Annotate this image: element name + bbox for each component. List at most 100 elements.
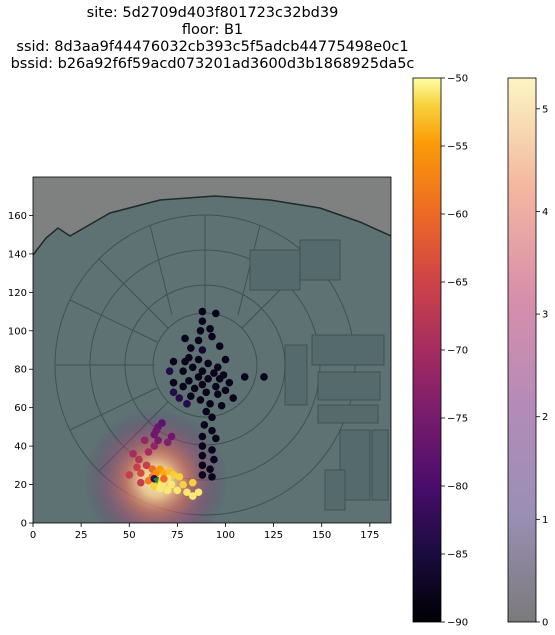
data-point-9 (199, 346, 207, 354)
heatmap-colorbar-ticks: 0 1 2 3 4 5 (536, 104, 548, 628)
data-point-67 (141, 437, 149, 445)
data-point-99 (195, 488, 203, 496)
data-point-91 (179, 481, 187, 489)
rssi-colorbar-ticks: −90 −85 −80 −75 −70 −65 −60 −55 −50 (441, 74, 468, 629)
data-point-71 (145, 448, 153, 456)
rssi-colorbar-tick-label: −50 (447, 74, 468, 85)
data-point-21 (166, 367, 174, 375)
data-point-43 (197, 396, 205, 404)
y-tick-label: 40 (14, 442, 27, 453)
data-point-44 (206, 400, 214, 408)
data-point-55 (199, 452, 207, 460)
data-point-50 (208, 427, 216, 435)
heatmap-colorbar-tick-label: 4 (542, 207, 548, 218)
data-point-1 (212, 310, 220, 318)
data-point-98 (156, 485, 164, 493)
data-point-13 (222, 356, 230, 364)
x-tick-label: 0 (30, 530, 36, 541)
data-point-30 (170, 379, 178, 387)
data-point-33 (179, 383, 187, 391)
data-point-35 (191, 385, 199, 393)
x-axis: 0 25 50 75 100 125 150 175 (30, 523, 380, 541)
y-tick-label: 120 (8, 288, 27, 299)
data-point-70 (129, 450, 137, 458)
heatmap-colorbar-tick-label: 2 (542, 412, 548, 423)
x-tick-label: 75 (171, 530, 184, 541)
data-point-40 (214, 390, 222, 398)
y-tick-label: 80 (14, 365, 27, 376)
data-point-36 (222, 387, 230, 395)
x-tick-label: 125 (264, 530, 283, 541)
data-point-20 (179, 367, 187, 375)
x-tick-label: 150 (312, 530, 331, 541)
y-axis: 0 20 40 60 80 100 120 140 160 (8, 211, 33, 530)
rssi-colorbar-tick-label: −90 (447, 618, 468, 629)
data-point-27 (204, 375, 212, 383)
rssi-colorbar-tick-label: −70 (447, 346, 468, 357)
data-point-92 (189, 479, 197, 487)
data-point-76 (137, 469, 145, 477)
x-tick-label: 50 (123, 530, 136, 541)
data-point-56 (210, 456, 218, 464)
data-point-68 (164, 438, 172, 446)
rssi-colorbar-tick-label: −75 (447, 414, 468, 425)
heatmap-colorbar-tick-label: 1 (542, 515, 548, 526)
data-point-28 (216, 375, 224, 383)
data-point-7 (195, 337, 203, 345)
data-point-49 (201, 421, 209, 429)
data-point-60 (208, 473, 216, 481)
data-point-22 (210, 369, 218, 377)
data-point-14 (170, 358, 178, 366)
y-tick-label: 0 (21, 519, 27, 530)
data-point-25 (241, 373, 249, 381)
data-point-4 (197, 327, 205, 335)
data-point-12 (195, 356, 203, 364)
y-tick-label: 160 (8, 211, 27, 222)
rssi-colorbar-tick-label: −65 (447, 278, 468, 289)
data-point-58 (206, 465, 214, 473)
heatmap-colorbar-tick-label: 5 (542, 104, 548, 115)
data-point-6 (181, 335, 189, 343)
data-point-38 (170, 388, 178, 396)
rssi-colorbar-tick-label: −80 (447, 482, 468, 493)
data-point-53 (199, 442, 207, 450)
data-point-8 (187, 344, 195, 352)
y-tick-label: 100 (8, 326, 27, 337)
data-point-48 (208, 413, 216, 421)
rssi-colorbar (413, 78, 441, 622)
data-point-37 (202, 388, 210, 396)
data-point-47 (202, 408, 210, 416)
data-point-2 (199, 317, 207, 325)
data-point-16 (204, 360, 212, 368)
y-tick-label: 60 (14, 403, 27, 414)
data-point-0 (199, 308, 207, 316)
data-point-94 (164, 487, 172, 495)
data-point-26 (260, 373, 268, 381)
data-point-10 (216, 342, 224, 350)
x-tick-label: 100 (216, 530, 235, 541)
data-point-31 (226, 379, 234, 387)
data-point-75 (125, 471, 133, 479)
rssi-colorbar-tick-label: −60 (447, 210, 468, 221)
data-point-41 (229, 394, 237, 402)
x-tick-label: 25 (75, 530, 88, 541)
data-point-34 (212, 383, 220, 391)
data-point-95 (174, 487, 182, 495)
data-point-42 (175, 394, 183, 402)
rssi-colorbar-tick-label: −55 (447, 142, 468, 153)
data-point-15 (181, 358, 189, 366)
data-point-32 (199, 381, 207, 389)
heatmap-colorbar (508, 78, 536, 622)
data-point-84 (175, 473, 183, 481)
data-point-72 (135, 456, 143, 464)
data-point-29 (185, 377, 193, 385)
rssi-colorbar-tick-label: −85 (447, 550, 468, 561)
y-tick-label: 20 (14, 480, 27, 491)
floor-map (33, 177, 391, 553)
data-point-5 (208, 333, 216, 341)
y-tick-label: 140 (8, 249, 27, 260)
data-point-17 (189, 364, 197, 372)
data-point-39 (187, 392, 195, 400)
data-point-100 (160, 475, 168, 483)
